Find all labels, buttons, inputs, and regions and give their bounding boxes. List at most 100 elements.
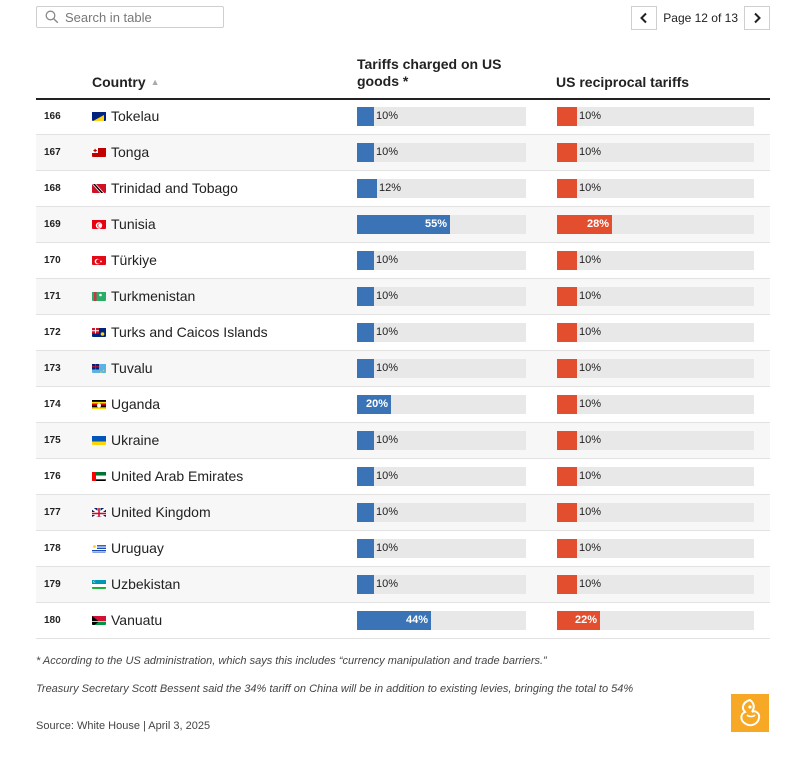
table-body: 166 Tokelau 10% 10% 167 Tonga 10% 10% 168 Trinida…: [36, 99, 770, 639]
us-tariffs-bar: [557, 215, 612, 234]
us-tariffs-bar-track: 22%: [557, 611, 754, 630]
us-tariffs-bar-track: 10%: [557, 107, 754, 126]
table-row: 169 Tunisia 55% 28%: [36, 207, 770, 243]
rank-cell: 170: [44, 255, 61, 266]
us-tariffs-value-label: 10%: [579, 578, 602, 590]
table-row: 176 United Arab Emirates 10% 10%: [36, 459, 770, 495]
rank-cell: 179: [44, 579, 61, 590]
search-input[interactable]: [65, 9, 215, 25]
rank-cell: 166: [44, 111, 61, 122]
search-box[interactable]: [36, 6, 224, 28]
table-row: 172 Turks and Caicos Islands 10% 10%: [36, 315, 770, 351]
tariffs-bar: [357, 467, 374, 486]
country-name: Uruguay: [111, 540, 164, 556]
tariffs-bar-track: 55%: [357, 215, 526, 234]
country-name: United Kingdom: [111, 504, 211, 520]
tariffs-value-label: 55%: [424, 218, 447, 230]
us-tariffs-bar: [557, 467, 577, 486]
flag-icon: [92, 398, 106, 409]
country-name: United Arab Emirates: [111, 468, 244, 484]
tariffs-value-label: 10%: [376, 542, 399, 554]
tariffs-column-header[interactable]: Tariffs charged on US goods *: [357, 56, 502, 89]
us-tariffs-value-label: 10%: [579, 110, 602, 122]
tariffs-bar-track: 10%: [357, 539, 526, 558]
flag-icon: [92, 542, 106, 553]
us-tariffs-bar: [557, 179, 577, 198]
next-page-button[interactable]: [744, 6, 770, 30]
page-indicator: Page 12 of 13: [663, 11, 738, 25]
al-jazeera-logo: [731, 694, 769, 732]
us-tariffs-value-label: 10%: [579, 290, 602, 302]
us-tariffs-bar: [557, 251, 577, 270]
us-tariffs-value-label: 10%: [579, 326, 602, 338]
us-tariffs-bar: [557, 503, 577, 522]
tariffs-bar-track: 10%: [357, 431, 526, 450]
table-row: 168 Trinidad and Tobago 12% 10%: [36, 171, 770, 207]
tariffs-bar: [357, 359, 374, 378]
flag-icon: [92, 182, 106, 193]
tariffs-value-label: 10%: [376, 578, 399, 590]
us-tariffs-bar: [557, 395, 577, 414]
tariffs-bar-track: 10%: [357, 251, 526, 270]
us-tariffs-value-label: 22%: [574, 614, 597, 626]
tariffs-bar: [357, 503, 374, 522]
us-tariffs-bar: [557, 431, 577, 450]
tariffs-bar-track: 10%: [357, 359, 526, 378]
us-tariffs-value-label: 10%: [579, 254, 602, 266]
tariffs-value-label: 10%: [376, 506, 399, 518]
tariffs-bar: [357, 215, 450, 234]
tariffs-bar-track: 10%: [357, 287, 526, 306]
tariffs-bar: [357, 611, 431, 630]
tariffs-bar-track: 12%: [357, 179, 526, 198]
rank-cell: 169: [44, 219, 61, 230]
us-tariffs-bar-track: 10%: [557, 251, 754, 270]
tariffs-value-label: 10%: [376, 470, 399, 482]
us-tariffs-bar: [557, 143, 577, 162]
rank-cell: 180: [44, 615, 61, 626]
rank-cell: 168: [44, 183, 61, 194]
flag-icon: [92, 578, 106, 589]
country-name: Trinidad and Tobago: [111, 180, 238, 196]
footnotes: * According to the US administration, wh…: [36, 655, 633, 711]
us-tariffs-bar-track: 10%: [557, 539, 754, 558]
flag-icon: [92, 506, 106, 517]
tariffs-bar-track: 10%: [357, 575, 526, 594]
country-name: Tonga: [111, 144, 150, 160]
tariffs-bar: [357, 575, 374, 594]
tariffs-value-label: 10%: [376, 290, 399, 302]
tariffs-value-label: 10%: [376, 326, 399, 338]
table-row: 174 Uganda 20% 10%: [36, 387, 770, 423]
tariffs-bar: [357, 179, 377, 198]
table-row: 179 Uzbekistan 10% 10%: [36, 567, 770, 603]
tariffs-bar-track: 10%: [357, 323, 526, 342]
rank-cell: 174: [44, 399, 61, 410]
flag-icon: [92, 470, 106, 481]
table-header: Country ▲ Tariffs charged on US goods * …: [36, 50, 770, 100]
search-icon: [45, 10, 59, 24]
tariffs-value-label: 10%: [376, 362, 399, 374]
us-tariffs-bar-track: 10%: [557, 179, 754, 198]
tariffs-value-label: 10%: [376, 254, 399, 266]
country-column-header[interactable]: Country ▲: [92, 74, 160, 91]
country-name: Turkmenistan: [111, 288, 196, 304]
rank-cell: 172: [44, 327, 61, 338]
us-tariffs-bar: [557, 323, 577, 342]
pagination: Page 12 of 13: [631, 6, 770, 30]
tariffs-value-label: 12%: [379, 182, 402, 194]
chevron-left-icon: [640, 12, 647, 24]
tariffs-bar: [357, 143, 374, 162]
tariffs-bar-track: 44%: [357, 611, 526, 630]
us-tariffs-column-header[interactable]: US reciprocal tariffs: [556, 74, 690, 90]
rank-cell: 171: [44, 291, 61, 302]
us-tariffs-value-label: 10%: [579, 542, 602, 554]
prev-page-button[interactable]: [631, 6, 658, 30]
flag-icon: [92, 290, 106, 301]
country-header-label: Country: [92, 74, 146, 90]
us-tariffs-bar-track: 10%: [557, 143, 754, 162]
tariffs-value-label: 44%: [405, 614, 428, 626]
rank-cell: 176: [44, 471, 61, 482]
us-tariffs-bar: [557, 107, 577, 126]
source-line: Source: White House | April 3, 2025: [36, 720, 211, 732]
us-tariffs-value-label: 10%: [579, 182, 602, 194]
us-tariffs-value-label: 28%: [586, 218, 609, 230]
